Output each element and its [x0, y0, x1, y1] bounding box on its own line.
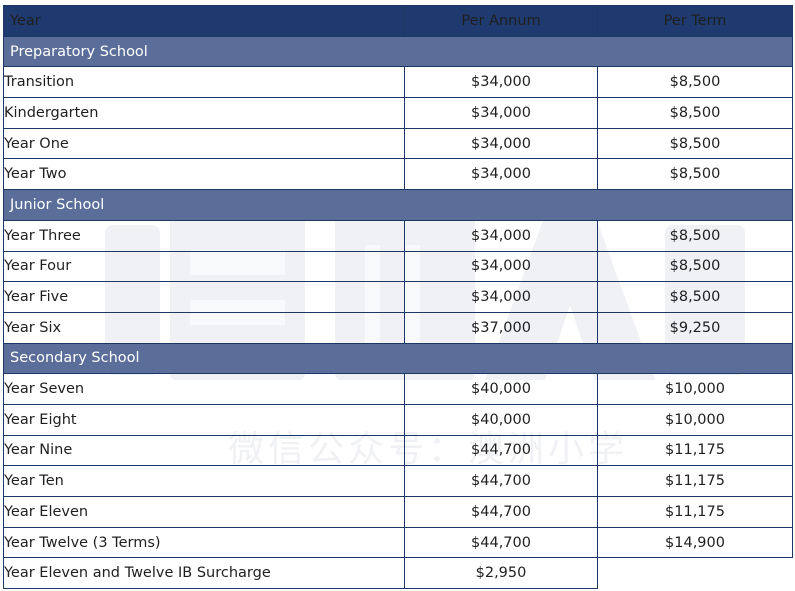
table-row: Transition $34,000 $8,500	[3, 66, 793, 99]
cell-per-annum: $37,000	[404, 311, 598, 344]
table-row: Year Eleven $44,700 $11,175	[3, 496, 793, 528]
section-title: Secondary School	[3, 342, 793, 375]
cell-per-annum: $34,000	[404, 219, 598, 252]
cell-per-annum: $44,700	[404, 496, 598, 528]
cell-year: Year Three	[3, 219, 405, 252]
cell-per-annum: $34,000	[404, 158, 598, 191]
cell-year: Year One	[3, 127, 405, 160]
cell-per-term: $8,500	[597, 281, 793, 313]
section-title: Junior School	[3, 189, 793, 221]
cell-per-annum: $34,000	[404, 66, 598, 99]
table-row: Year Ten $44,700 $11,175	[3, 465, 793, 497]
cell-per-term: $11,175	[597, 496, 793, 528]
cell-year: Year Four	[3, 250, 405, 283]
cell-year: Kindergarten	[3, 97, 405, 129]
tuition-fee-table: Year Per Annum Per Term Preparatory Scho…	[3, 5, 793, 590]
cell-year: Year Nine	[3, 434, 405, 467]
cell-year: Year Five	[3, 281, 405, 313]
cell-per-annum: $2,950	[404, 557, 598, 590]
empty-cell	[598, 558, 793, 589]
section-row: Secondary School	[3, 342, 793, 375]
table-row: Year Two $34,000 $8,500	[3, 158, 793, 191]
table-row: Year Six $37,000 $9,250	[3, 311, 793, 344]
cell-year: Year Ten	[3, 465, 405, 497]
cell-per-annum: $34,000	[404, 281, 598, 313]
cell-year: Year Twelve (3 Terms)	[3, 526, 405, 559]
cell-year: Year Two	[3, 158, 405, 191]
table-row: Year One $34,000 $8,500	[3, 127, 793, 160]
header-year: Year	[3, 5, 405, 37]
cell-per-term: $8,500	[597, 97, 793, 129]
cell-per-term: $9,250	[597, 311, 793, 344]
cell-year: Year Eight	[3, 403, 405, 436]
cell-per-annum: $44,700	[404, 526, 598, 559]
cell-per-term: $8,500	[597, 219, 793, 252]
cell-per-term: $10,000	[597, 373, 793, 405]
cell-per-term: $8,500	[597, 127, 793, 160]
cell-per-term: $8,500	[597, 66, 793, 99]
surcharge-row: Year Eleven and Twelve IB Surcharge $2,95…	[3, 557, 793, 590]
cell-year: Year Seven	[3, 373, 405, 405]
table-row: Kindergarten $34,000 $8,500	[3, 97, 793, 129]
cell-per-term: $14,900	[597, 526, 793, 559]
table-row: Year Three $34,000 $8,500	[3, 219, 793, 252]
table-row: Year Four $34,000 $8,500	[3, 250, 793, 283]
section-row: Junior School	[3, 189, 793, 221]
cell-per-term: $11,175	[597, 465, 793, 497]
cell-year: Year Eleven and Twelve IB Surcharge	[3, 557, 405, 590]
cell-per-annum: $44,700	[404, 434, 598, 467]
cell-per-term: $10,000	[597, 403, 793, 436]
section-row: Preparatory School	[3, 35, 793, 68]
cell-year: Transition	[3, 66, 405, 99]
cell-per-term: $8,500	[597, 250, 793, 283]
table-row: Year Twelve (3 Terms) $44,700 $14,900	[3, 526, 793, 559]
table-header-row: Year Per Annum Per Term	[3, 5, 793, 37]
cell-year: Year Six	[3, 311, 405, 344]
cell-per-annum: $40,000	[404, 403, 598, 436]
cell-per-annum: $40,000	[404, 373, 598, 405]
cell-per-term: $11,175	[597, 434, 793, 467]
cell-per-annum: $34,000	[404, 250, 598, 283]
table-row: Year Nine $44,700 $11,175	[3, 434, 793, 467]
table-row: Year Eight $40,000 $10,000	[3, 403, 793, 436]
header-per-term: Per Term	[597, 5, 793, 37]
table-row: Year Five $34,000 $8,500	[3, 281, 793, 313]
cell-per-annum: $34,000	[404, 97, 598, 129]
table-row: Year Seven $40,000 $10,000	[3, 373, 793, 405]
section-title: Preparatory School	[3, 35, 793, 68]
cell-per-annum: $44,700	[404, 465, 598, 497]
cell-year: Year Eleven	[3, 496, 405, 528]
cell-per-term: $8,500	[597, 158, 793, 191]
cell-per-annum: $34,000	[404, 127, 598, 160]
header-per-annum: Per Annum	[404, 5, 598, 37]
